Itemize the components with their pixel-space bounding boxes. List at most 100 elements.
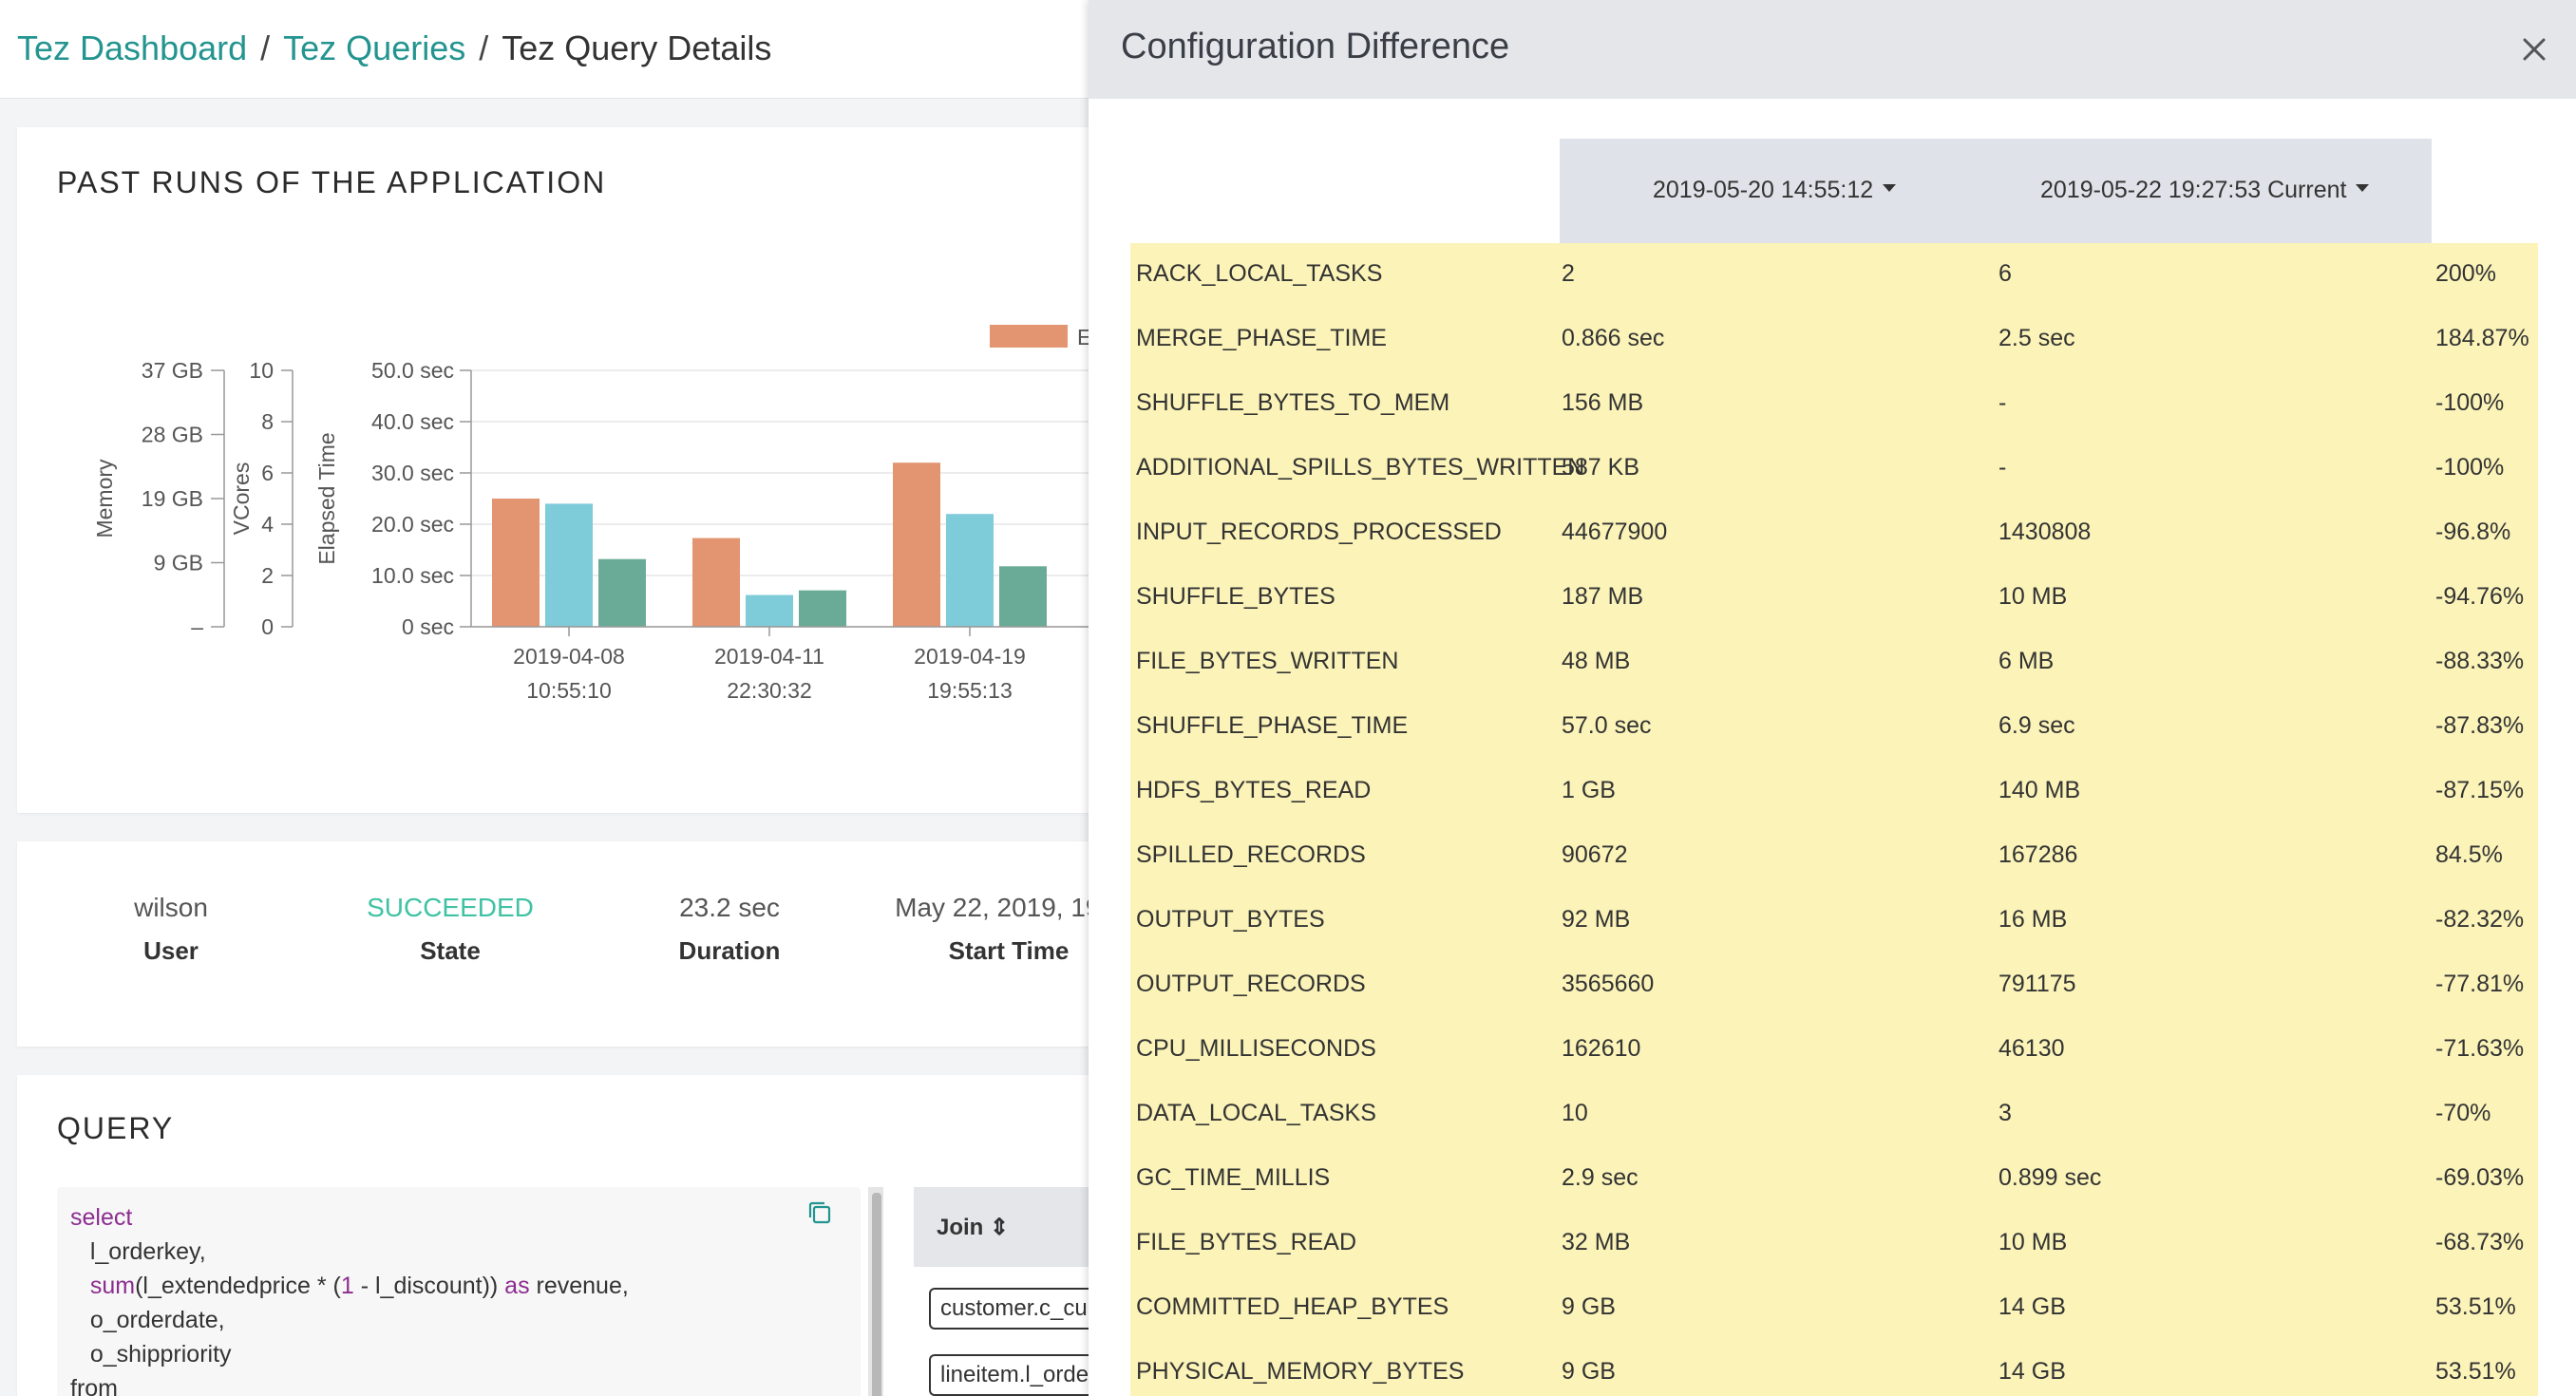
run-b-select[interactable]: 2019-05-22 19:27:53 Current	[2040, 177, 2370, 204]
run-b-value: 6.9 sec	[1998, 712, 2075, 739]
percent-change: -71.63%	[2435, 1035, 2525, 1062]
counter-name: DATA_LOCAL_TASKS	[1136, 1100, 1376, 1126]
diff-row: DATA_LOCAL_TASKS 10 3 -70%	[1130, 1083, 2538, 1147]
bar	[545, 503, 593, 627]
memory-tick-label: 37 GB	[142, 358, 203, 383]
elapsed-axis-label: Elapsed Time	[314, 432, 339, 564]
close-icon[interactable]	[2513, 28, 2555, 70]
query-scrollbar-thumb[interactable]	[872, 1193, 881, 1396]
run-a-value: 156 MB	[1562, 389, 1644, 416]
bar	[746, 594, 793, 627]
breadcrumb-current: Tez Query Details	[502, 28, 772, 67]
run-b-value: 46130	[1998, 1035, 2065, 1062]
bar	[492, 499, 540, 627]
diff-row: COMMITTED_HEAP_BYTES 9 GB 14 GB 53.51%	[1130, 1276, 2538, 1341]
query-card: QUERY select l_orderkey, sum(l_extendedp…	[17, 1075, 1089, 1396]
run-b-value: 140 MB	[1998, 777, 2081, 803]
diff-row: HDFS_BYTES_READ 1 GB 140 MB -87.15%	[1130, 760, 2538, 824]
diff-row: CPU_MILLISECONDS 162610 46130 -71.63%	[1130, 1018, 2538, 1083]
memory-tick-label: –	[191, 614, 203, 639]
stat-duration: 23.2 sec Duration	[587, 893, 872, 966]
counter-name: SHUFFLE_BYTES_TO_MEM	[1136, 389, 1450, 416]
legend-label: E	[1077, 325, 1089, 349]
breadcrumb-separator: /	[479, 28, 489, 67]
counter-name: ADDITIONAL_SPILLS_BYTES_WRITTEN	[1136, 454, 1585, 481]
bar	[598, 558, 646, 627]
top-bar: Tez Dashboard / Tez Queries / Tez Query …	[0, 0, 1089, 99]
config-diff-title: Configuration Difference	[1121, 27, 1510, 66]
run-a-value: 32 MB	[1562, 1229, 1631, 1255]
run-a-value: 162610	[1562, 1035, 1641, 1062]
run-a-value: 10	[1562, 1100, 1588, 1126]
run-b-value: 791175	[1998, 971, 2076, 997]
copy-icon[interactable]	[805, 1198, 834, 1227]
counter-name: OUTPUT_RECORDS	[1136, 971, 1366, 997]
diff-row: FILE_BYTES_WRITTEN 48 MB 6 MB -88.33%	[1130, 631, 2538, 695]
memory-tick-label: 19 GB	[142, 486, 203, 511]
run-a-value: 48 MB	[1562, 648, 1631, 674]
counter-name: HDFS_BYTES_READ	[1136, 777, 1372, 803]
diff-row: PHYSICAL_MEMORY_BYTES 9 GB 14 GB 53.51%	[1130, 1341, 2538, 1396]
run-b-value: 10 MB	[1998, 1229, 2068, 1255]
x-tick-label-time: 10:55:10	[526, 678, 612, 703]
percent-change: 184.87%	[2435, 325, 2529, 351]
counter-name: RACK_LOCAL_TASKS	[1136, 260, 1383, 287]
run-b-value: 167286	[1998, 841, 2078, 868]
run-a-value: 2.9 sec	[1562, 1164, 1638, 1191]
past-runs-card: PAST RUNS OF THE APPLICATION E 37 GB 28 GB…	[17, 127, 1089, 813]
counter-name: SPILLED_RECORDS	[1136, 841, 1366, 868]
percent-change: -70%	[2435, 1100, 2491, 1126]
memory-tick-label: 28 GB	[142, 423, 203, 447]
diff-row: FILE_BYTES_READ 32 MB 10 MB -68.73%	[1130, 1212, 2538, 1276]
x-tick-label-date: 2019-04-19	[914, 644, 1026, 669]
join-item[interactable]: lineitem.l_orde	[929, 1354, 1089, 1396]
query-code-box[interactable]: select l_orderkey, sum(l_extendedprice *…	[57, 1187, 861, 1396]
bar	[692, 538, 740, 627]
run-b-value: 14 GB	[1998, 1293, 2066, 1320]
diff-row: SHUFFLE_BYTES 187 MB 10 MB -94.76%	[1130, 566, 2538, 631]
percent-change: 84.5%	[2435, 841, 2503, 868]
x-tick-label-date: 2019-04-11	[714, 644, 824, 669]
diff-row: MERGE_PHASE_TIME 0.866 sec 2.5 sec 184.87%	[1130, 308, 2538, 372]
run-b-value: 2.5 sec	[1998, 325, 2075, 351]
query-title: QUERY	[57, 1111, 175, 1145]
percent-change: 53.51%	[2435, 1293, 2516, 1320]
run-b-value: 14 GB	[1998, 1358, 2066, 1385]
memory-axis-label: Memory	[92, 459, 117, 538]
counter-name: PHYSICAL_MEMORY_BYTES	[1136, 1358, 1465, 1385]
vcores-tick-label: 0	[261, 614, 274, 639]
diff-row: GC_TIME_MILLIS 2.9 sec 0.899 sec -69.03%	[1130, 1147, 2538, 1212]
counter-name: COMMITTED_HEAP_BYTES	[1136, 1293, 1449, 1320]
counter-name: MERGE_PHASE_TIME	[1136, 325, 1387, 351]
run-a-value: 92 MB	[1562, 906, 1631, 933]
run-a-value: 9 GB	[1562, 1293, 1616, 1320]
breadcrumb-tez-queries[interactable]: Tez Queries	[283, 28, 466, 67]
breadcrumb-tez-dashboard[interactable]: Tez Dashboard	[17, 28, 248, 67]
percent-change: -87.83%	[2435, 712, 2525, 739]
run-b-value: 10 MB	[1998, 583, 2068, 610]
percent-change: -68.73%	[2435, 1229, 2525, 1255]
counter-name: SHUFFLE_PHASE_TIME	[1136, 712, 1409, 739]
stat-start-time-value: May 22, 2019, 19:2	[895, 893, 1089, 922]
diff-row: SHUFFLE_PHASE_TIME 57.0 sec 6.9 sec -87.83%	[1130, 695, 2538, 760]
run-a-select[interactable]: 2019-05-20 14:55:12	[1653, 177, 1897, 204]
percent-change: -96.8%	[2435, 519, 2511, 545]
config-diff-table: RACK_LOCAL_TASKS 2 6 200% MERGE_PHASE_TIME 0.…	[1130, 243, 2538, 1396]
percent-change: -82.32%	[2435, 906, 2525, 933]
legend-swatch	[990, 325, 1068, 348]
counter-name: SHUFFLE_BYTES	[1136, 583, 1335, 610]
run-b-value: -	[1998, 389, 2007, 416]
join-item[interactable]: customer.c_cu	[929, 1288, 1089, 1330]
vcores-tick-label: 6	[261, 461, 274, 485]
elapsed-tick-label: 40.0 sec	[371, 409, 454, 434]
run-a-value: 90672	[1562, 841, 1628, 868]
percent-change: 53.51%	[2435, 1358, 2516, 1385]
percent-change: -94.76%	[2435, 583, 2525, 610]
join-column-header[interactable]: Join ⇕	[914, 1187, 1089, 1267]
run-b-label: 2019-05-22 19:27:53 Current	[2040, 177, 2347, 203]
caret-down-icon	[2356, 184, 2370, 193]
diff-row: ADDITIONAL_SPILLS_BYTES_WRITTEN 587 KB - -1…	[1130, 437, 2538, 501]
run-b-value: 0.899 sec	[1998, 1164, 2102, 1191]
run-a-value: 2	[1562, 260, 1575, 287]
stat-user-value: wilson	[134, 893, 208, 922]
